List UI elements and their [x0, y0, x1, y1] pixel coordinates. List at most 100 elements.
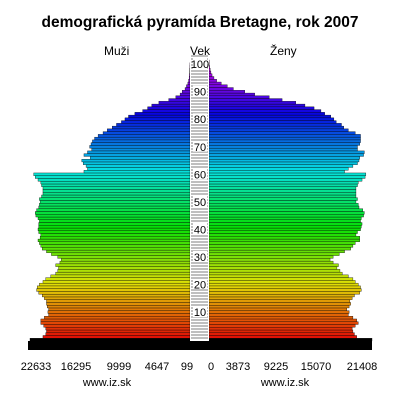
female-bar-age-72: [208, 139, 361, 143]
male-bar-age-51: [39, 197, 191, 201]
female-bar-age-55: [208, 186, 357, 190]
male-bar-age-82: [134, 112, 191, 116]
female-bar-age-64: [208, 161, 358, 165]
male-bar-age-65: [81, 159, 191, 163]
female-bar-age-57: [208, 181, 359, 185]
male-tick-4: 99: [180, 361, 194, 373]
female-bar-age-93: [208, 81, 222, 85]
male-bar-age-43: [39, 219, 191, 223]
female-tick-2: 9225: [263, 361, 289, 373]
female-bar-age-29: [208, 258, 331, 262]
age-tick-bg: [193, 140, 207, 152]
female-bar-age-7: [208, 318, 357, 322]
female-bar-age-68: [208, 150, 365, 154]
age-tick-bg: [193, 306, 207, 318]
male-bar-age-58: [37, 178, 191, 182]
female-bar-age-89: [208, 92, 255, 96]
source-right: www.iz.sk: [260, 377, 310, 389]
male-bar-age-0: [29, 338, 191, 342]
male-bar-age-29: [61, 258, 191, 262]
female-bar-age-38: [208, 233, 357, 237]
male-bar-age-75: [102, 131, 191, 135]
age-tick-90: 90: [194, 87, 206, 99]
age-tick-bg: [193, 195, 207, 207]
male-bar-age-9: [48, 313, 191, 317]
female-bar-age-84: [208, 106, 315, 110]
male-bar-age-39: [38, 230, 191, 234]
female-bar-age-44: [208, 216, 362, 220]
female-bar-age-73: [208, 136, 361, 141]
age-tick-60: 60: [194, 169, 206, 181]
female-bar-age-42: [208, 222, 363, 226]
male-bar-age-18: [36, 288, 191, 292]
female-bar-age-58: [208, 178, 363, 182]
female-bar-age-41: [208, 225, 362, 229]
male-tick-1: 16295: [60, 361, 92, 373]
female-bar-age-19: [208, 285, 361, 289]
female-bar-age-47: [208, 208, 363, 212]
female-bar-age-15: [208, 296, 353, 300]
male-bar-age-4: [45, 327, 191, 331]
female-bar-age-52: [208, 194, 357, 198]
female-bar-age-81: [208, 114, 331, 119]
male-bar-age-23: [50, 274, 191, 278]
female-bar-age-31: [208, 252, 340, 256]
female-tick-1: 3873: [225, 361, 251, 373]
baseline-bar: [28, 341, 372, 350]
female-bar-age-18: [208, 288, 362, 292]
female-bar-age-54: [208, 189, 357, 193]
female-bar-age-5: [208, 324, 356, 328]
age-tick-bg: [193, 168, 207, 180]
female-bar-age-78: [208, 123, 342, 127]
male-bar-age-26: [58, 266, 191, 270]
female-bar-age-0: [208, 338, 373, 342]
male-bar-age-88: [175, 95, 191, 99]
age-tick-10: 10: [194, 307, 206, 319]
male-bar-age-63: [85, 164, 191, 168]
female-bar-age-2: [208, 332, 355, 336]
male-bar-age-94: [188, 79, 191, 83]
male-bar-age-52: [41, 194, 191, 198]
male-bar-age-6: [40, 321, 191, 325]
male-bar-age-31: [51, 252, 191, 256]
chart-title: demografická pyramída Bretagne, rok 2007: [41, 14, 359, 31]
male-bar-age-41: [38, 225, 191, 229]
male-bar-age-33: [42, 247, 191, 251]
age-tick-bg: [193, 85, 207, 97]
age-tick-bg: [193, 278, 207, 290]
female-bar-age-88: [208, 95, 270, 99]
female-bar-age-27: [208, 263, 339, 267]
female-bar-age-6: [208, 321, 359, 325]
male-bar-age-1: [42, 335, 191, 339]
male-bar-age-35: [39, 241, 191, 245]
female-bar-age-69: [208, 147, 358, 152]
male-bar-age-66: [90, 156, 191, 160]
source-left: www.iz.sk: [82, 377, 132, 389]
male-bar-age-5: [43, 324, 191, 328]
female-bar-age-60: [208, 172, 367, 176]
female-bar-age-22: [208, 277, 354, 281]
male-bar-age-30: [57, 255, 191, 259]
female-bar-age-62: [208, 167, 349, 171]
male-bar-age-54: [42, 189, 191, 193]
male-bar-age-74: [97, 134, 191, 138]
female-bar-age-33: [208, 247, 351, 251]
female-bar-age-9: [208, 313, 349, 317]
male-bar-age-37: [39, 236, 191, 240]
female-bar-age-92: [208, 84, 228, 88]
female-bar-age-37: [208, 236, 360, 240]
age-axis-label: Vek: [190, 44, 211, 58]
male-bar-age-19: [37, 285, 191, 289]
male-bar-age-68: [87, 150, 191, 154]
male-bar-age-55: [42, 186, 191, 190]
male-bar-age-95: [188, 76, 191, 80]
male-tick-0: 22633: [20, 361, 52, 373]
male-bar-age-73: [94, 136, 191, 141]
male-bar-age-46: [35, 211, 191, 215]
male-bar-age-96: [189, 73, 191, 77]
female-tick-4: 21408: [346, 361, 378, 373]
male-label: Muži: [104, 44, 130, 58]
female-bar-age-8: [208, 316, 354, 320]
female-bar-age-40: [208, 227, 361, 231]
male-tick-3: 4647: [144, 361, 170, 373]
